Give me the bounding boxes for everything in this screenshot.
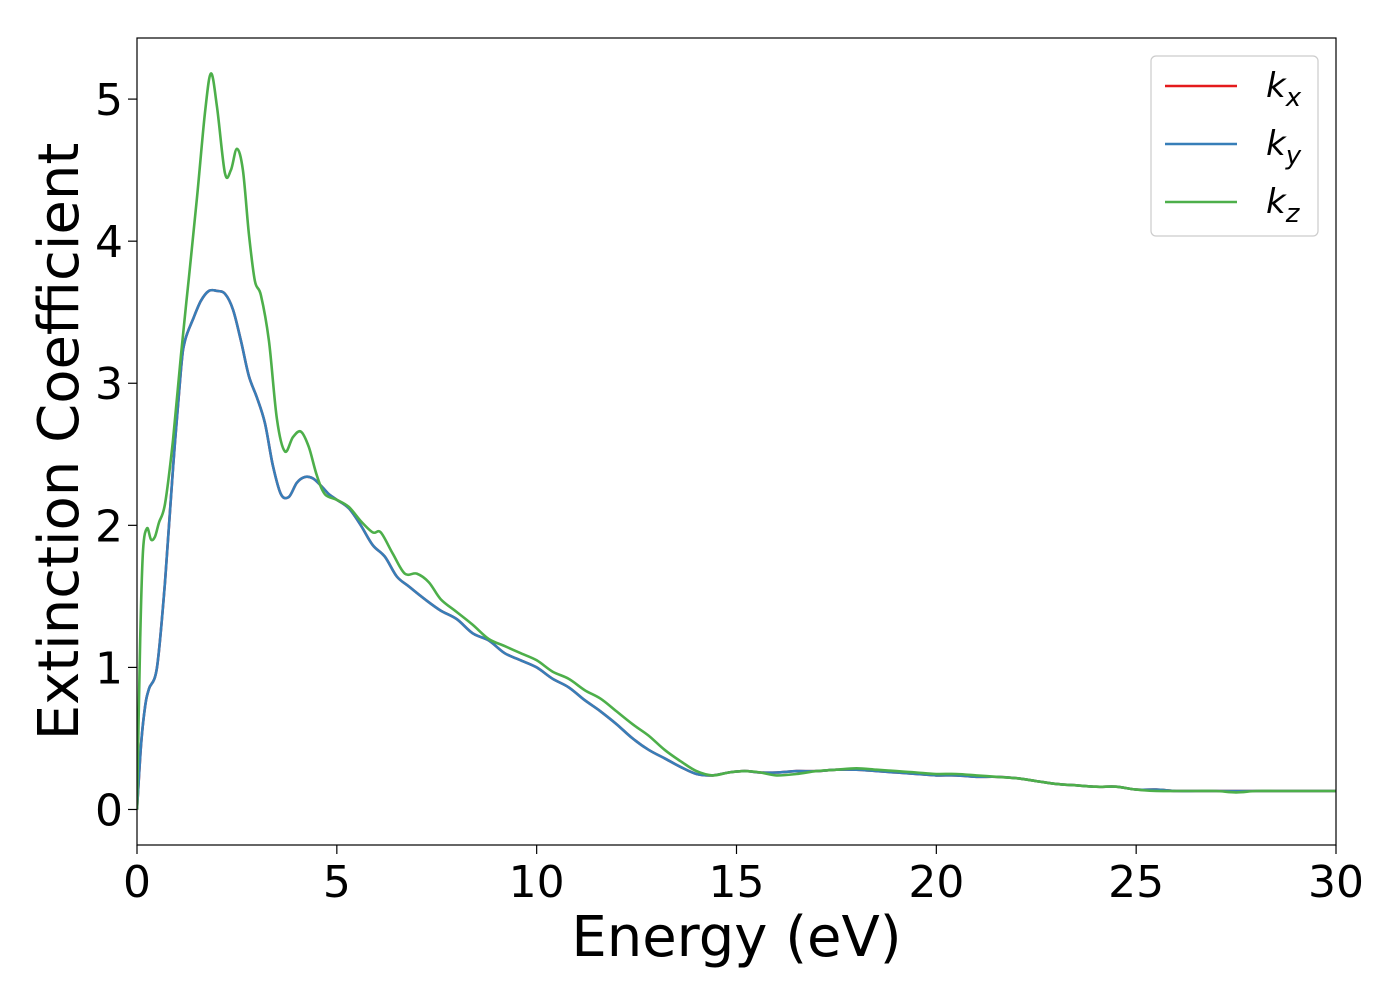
y-tick-label: 0 [95, 785, 123, 836]
y-tick-label: 4 [95, 217, 123, 268]
legend-label-kx: kx [1266, 66, 1302, 113]
legend-box [1150, 55, 1319, 237]
legend-label-kz: kz [1266, 182, 1301, 229]
series-line-kx [137, 288, 1336, 810]
x-tick-label: 20 [908, 857, 964, 908]
legend: kx ky kz [1150, 55, 1319, 237]
y-tick-label: 5 [95, 75, 123, 126]
series-line-ky [137, 288, 1336, 810]
x-tick-label: 25 [1108, 857, 1164, 908]
y-tick-label: 3 [95, 359, 123, 410]
y-axis: 0 1 2 3 4 5 [95, 75, 137, 836]
x-tick-label: 10 [509, 857, 565, 908]
y-axis-title: Extinction Coefficient [27, 143, 92, 741]
legend-label-ky: ky [1266, 124, 1302, 171]
x-tick-label: 15 [709, 857, 765, 908]
y-tick-label: 1 [95, 643, 123, 694]
x-axis: 0 5 10 15 20 25 30 [123, 845, 1364, 908]
x-tick-label: 0 [123, 857, 151, 908]
x-tick-label: 5 [323, 857, 351, 908]
plot-layer [137, 72, 1336, 810]
x-axis-title: Energy (eV) [571, 905, 901, 970]
series-line-kz [137, 72, 1336, 810]
y-tick-label: 2 [95, 501, 123, 552]
x-tick-label: 30 [1308, 857, 1364, 908]
